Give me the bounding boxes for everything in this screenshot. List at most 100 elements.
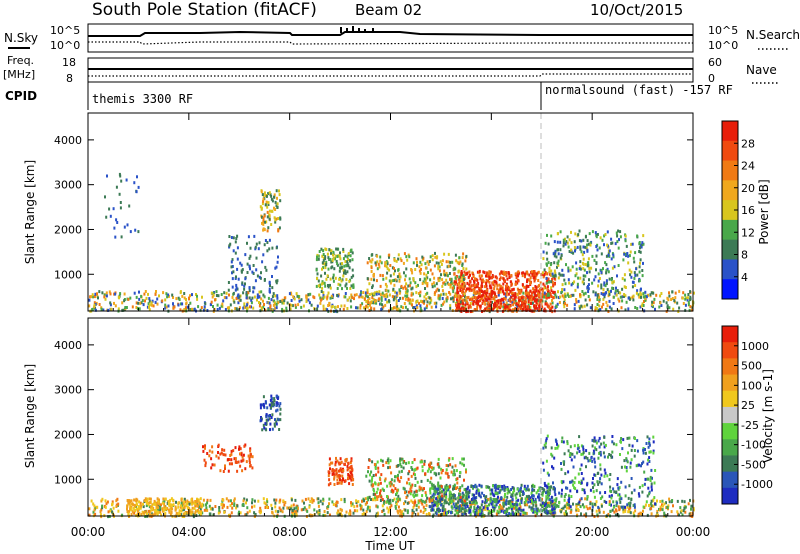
echo-cell bbox=[510, 292, 513, 295]
echo-cell bbox=[480, 274, 483, 278]
echo-cell bbox=[438, 297, 441, 301]
echo-cell bbox=[388, 268, 391, 272]
echo-cell bbox=[541, 289, 544, 293]
echo-cell bbox=[273, 299, 276, 303]
echo-cell bbox=[267, 201, 270, 205]
echo-cell bbox=[443, 494, 446, 498]
echo-cell bbox=[620, 480, 623, 484]
echo-cell bbox=[610, 257, 613, 261]
echo-cell bbox=[479, 277, 482, 281]
echo-cell bbox=[603, 474, 606, 478]
echo-cell bbox=[263, 278, 266, 281]
echo-cell bbox=[621, 299, 624, 303]
echo-cell bbox=[476, 507, 478, 511]
echo-cell bbox=[412, 277, 415, 281]
echo-cell bbox=[471, 497, 473, 501]
echo-cell bbox=[517, 301, 520, 305]
echo-cell bbox=[347, 473, 350, 476]
echo-cell bbox=[414, 484, 417, 487]
echo-cell bbox=[368, 505, 371, 509]
echo-cell bbox=[514, 292, 517, 296]
echo-cell bbox=[647, 458, 650, 462]
echo-cell bbox=[313, 508, 316, 512]
echo-cell bbox=[518, 491, 521, 495]
echo-cell bbox=[392, 272, 395, 276]
echo-cell bbox=[546, 491, 549, 495]
echo-cell bbox=[552, 296, 555, 300]
echo-cell bbox=[603, 283, 606, 287]
echo-cell bbox=[378, 290, 381, 294]
echo-cell bbox=[428, 260, 431, 263]
echo-cell bbox=[627, 510, 630, 514]
echo-cell bbox=[531, 484, 533, 488]
echo-cell bbox=[351, 258, 354, 262]
echo-cell bbox=[105, 294, 108, 298]
echo-cell bbox=[350, 459, 353, 463]
echo-cell bbox=[350, 293, 353, 297]
echo-cell bbox=[461, 272, 463, 276]
echo-cell bbox=[495, 512, 498, 516]
echo-cell bbox=[681, 513, 684, 517]
echo-cell bbox=[315, 258, 318, 262]
echo-cell bbox=[475, 491, 478, 495]
echo-cell bbox=[584, 274, 587, 278]
echo-cell bbox=[435, 512, 438, 516]
echo-cell bbox=[513, 297, 516, 301]
echo-cell bbox=[619, 453, 621, 456]
echo-cell bbox=[536, 298, 539, 302]
echo-cell bbox=[477, 510, 480, 514]
echo-cell bbox=[530, 294, 533, 298]
echo-cell bbox=[325, 263, 328, 266]
echo-cell bbox=[633, 488, 636, 492]
echo-cell bbox=[328, 497, 331, 501]
echo-cell bbox=[596, 293, 599, 297]
echo-cell bbox=[593, 457, 596, 461]
echo-cell bbox=[400, 259, 403, 263]
echo-cell bbox=[652, 301, 655, 305]
echo-cell bbox=[582, 278, 585, 282]
echo-cell bbox=[625, 457, 628, 461]
echo-cell bbox=[606, 474, 609, 478]
echo-cell bbox=[507, 271, 510, 274]
echo-cell bbox=[377, 495, 380, 499]
echo-cell bbox=[273, 308, 276, 312]
echo-cell bbox=[649, 479, 652, 482]
echo-cell bbox=[217, 294, 220, 298]
echo-cell bbox=[103, 293, 106, 297]
echo-cell bbox=[638, 279, 641, 283]
echo-cell bbox=[223, 510, 226, 514]
echo-cell bbox=[621, 447, 624, 451]
echo-cell bbox=[570, 248, 573, 252]
echo-cell bbox=[443, 499, 446, 503]
echo-cell bbox=[605, 291, 608, 295]
echo-cell bbox=[371, 478, 373, 482]
echo-cell bbox=[641, 274, 644, 278]
echo-cell bbox=[577, 443, 580, 447]
echo-cell bbox=[452, 299, 455, 303]
echo-cell bbox=[650, 485, 653, 489]
echo-cell bbox=[119, 174, 122, 178]
echo-cell bbox=[270, 223, 273, 226]
echo-cell bbox=[559, 230, 562, 234]
power-colorbar-label: Power [dB] bbox=[757, 179, 771, 244]
echo-cell bbox=[653, 297, 656, 301]
echo-cell bbox=[617, 229, 620, 233]
echo-cell bbox=[648, 490, 651, 494]
echo-cell bbox=[336, 262, 339, 266]
echo-cell bbox=[577, 502, 580, 506]
echo-cell bbox=[303, 506, 306, 510]
echo-cell bbox=[547, 289, 550, 293]
echo-cell bbox=[465, 287, 468, 291]
echo-cell bbox=[438, 465, 441, 469]
echo-cell bbox=[526, 308, 528, 312]
echo-cell bbox=[324, 513, 327, 517]
echo-cell bbox=[328, 302, 331, 305]
echo-cell bbox=[464, 487, 467, 491]
echo-cell bbox=[558, 491, 561, 495]
echo-cell bbox=[350, 284, 353, 288]
echo-cell bbox=[654, 469, 657, 472]
echo-cell bbox=[530, 491, 533, 495]
echo-cell bbox=[606, 267, 609, 271]
echo-cell bbox=[642, 448, 645, 452]
echo-cell bbox=[546, 434, 549, 438]
